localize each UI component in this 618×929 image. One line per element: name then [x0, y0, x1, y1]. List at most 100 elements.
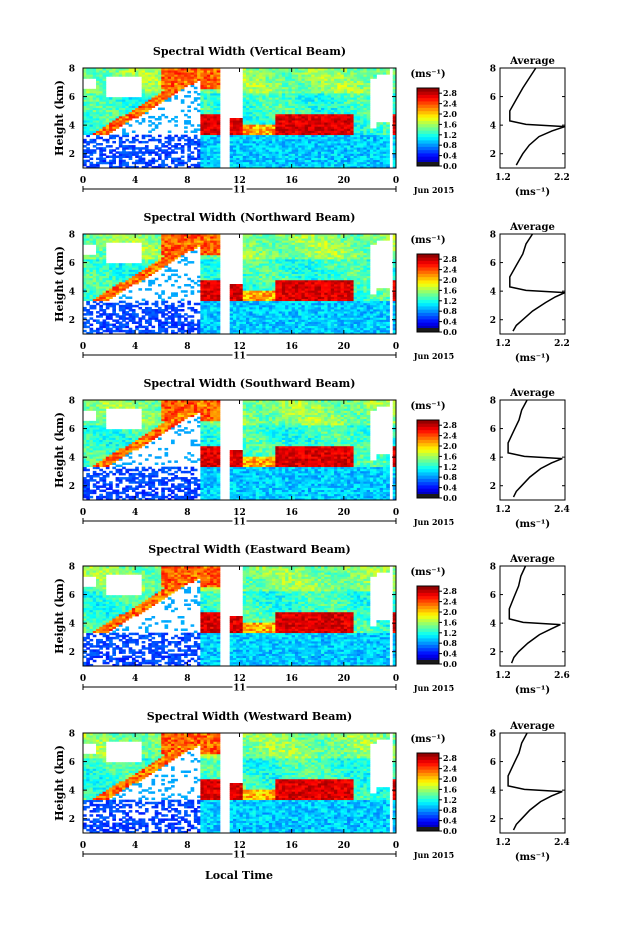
heatmap-cell	[128, 109, 133, 113]
heatmap-cell	[141, 302, 146, 306]
heatmap-cell	[203, 138, 208, 142]
heatmap-cell	[206, 105, 211, 108]
heatmap-cell	[304, 130, 309, 133]
heatmap-cell	[193, 78, 198, 81]
heatmap-cell	[246, 113, 250, 117]
heatmap-cell	[154, 103, 159, 106]
heatmap-cell	[294, 126, 299, 129]
heatmap-cell	[294, 103, 299, 106]
heatmap-cell	[184, 263, 188, 266]
heatmap-cell	[216, 86, 221, 90]
heatmap-cell	[171, 157, 175, 161]
heatmap-cell	[265, 93, 270, 96]
heatmap-cell	[304, 97, 309, 100]
heatmap-cell	[298, 72, 302, 75]
heatmap-cell	[184, 126, 188, 129]
heatmap-cell	[301, 82, 306, 86]
heatmap-cell	[301, 93, 306, 96]
heatmap-cell	[96, 128, 100, 131]
heatmap-cell	[298, 93, 302, 96]
heatmap-cell	[141, 157, 146, 161]
heatmap-cell	[307, 145, 312, 148]
heatmap-cell	[288, 95, 293, 98]
heatmap-cell	[317, 76, 322, 79]
heatmap-cell	[262, 128, 266, 131]
heatmap-cell	[118, 140, 123, 144]
heatmap-cell	[154, 138, 159, 142]
heatmap-cell	[122, 118, 126, 121]
heatmap-cell	[157, 97, 162, 100]
heatmap-cell	[161, 290, 165, 293]
heatmap-cell	[294, 157, 299, 161]
heatmap-cell	[259, 130, 263, 133]
x-tick-label: 8	[184, 176, 190, 186]
heatmap-cell	[246, 132, 250, 136]
heatmap-cell	[200, 149, 205, 152]
heatmap-cell	[249, 132, 253, 136]
heatmap-cell	[151, 159, 156, 163]
heatmap-cell	[200, 76, 205, 79]
heatmap-cell	[89, 93, 94, 96]
heatmap-cell	[109, 68, 113, 71]
heatmap-cell	[242, 165, 247, 169]
heatmap-cell	[157, 319, 162, 322]
heatmap-cell	[203, 118, 208, 121]
heatmap-cell	[281, 74, 286, 77]
heatmap-cell	[278, 124, 283, 127]
heatmap-cell	[249, 130, 253, 133]
heatmap-cell	[249, 122, 253, 125]
heatmap-cell	[301, 134, 306, 138]
heatmap-cell	[128, 101, 133, 104]
heatmap-cell	[324, 90, 328, 94]
heatmap-cell	[249, 151, 253, 154]
heatmap-cell	[249, 78, 253, 81]
heatmap-cell	[83, 72, 87, 75]
heatmap-cell	[301, 143, 306, 146]
heatmap-cell	[164, 157, 169, 161]
heatmap-cell	[272, 130, 276, 133]
heatmap-cell	[200, 103, 205, 106]
heatmap-cell	[89, 99, 94, 102]
heatmap-cell	[115, 325, 120, 329]
heatmap-cell	[161, 143, 165, 146]
heatmap-cell	[275, 76, 280, 79]
heatmap-cell	[275, 107, 280, 111]
colorbar-tick-label: 0.4	[443, 151, 457, 161]
heatmap-cell	[304, 138, 309, 142]
heatmap-cell	[246, 76, 250, 79]
heatmap-cell	[298, 107, 302, 111]
heatmap-cell	[197, 165, 201, 169]
heatmap-cell	[324, 122, 328, 125]
heatmap-cell	[99, 105, 103, 108]
heatmap-cell	[174, 120, 178, 123]
heatmap-cell	[154, 95, 159, 98]
heatmap-cell	[236, 157, 240, 161]
heatmap-cell	[317, 126, 322, 129]
heatmap-cell	[197, 157, 201, 161]
heatmap-cell	[291, 111, 296, 115]
colorbar-tick-label: 2.8	[443, 88, 457, 98]
heatmap-cell	[236, 145, 240, 148]
heatmap-cell	[200, 74, 205, 77]
heatmap-cell	[157, 294, 162, 297]
heatmap-cell	[216, 136, 221, 140]
heatmap-cell	[275, 132, 280, 136]
heatmap-cell	[285, 113, 289, 117]
heatmap-cell	[229, 143, 234, 146]
heatmap-cell	[291, 145, 296, 148]
heatmap-cell	[171, 78, 175, 81]
heatmap-cell	[161, 99, 165, 102]
heatmap-cell	[206, 157, 211, 161]
heatmap-cell	[206, 130, 211, 133]
heatmap-cell	[327, 111, 332, 115]
heatmap-cell	[203, 95, 208, 98]
heatmap-cell	[327, 136, 332, 140]
heatmap-cell	[272, 99, 276, 102]
heatmap-cell	[210, 72, 214, 75]
heatmap-cell	[105, 140, 110, 144]
heatmap-cell	[317, 136, 322, 140]
heatmap-cell	[197, 140, 201, 144]
heatmap-cell	[86, 105, 90, 108]
heatmap-cell	[184, 273, 188, 277]
heatmap-cell	[281, 132, 286, 136]
